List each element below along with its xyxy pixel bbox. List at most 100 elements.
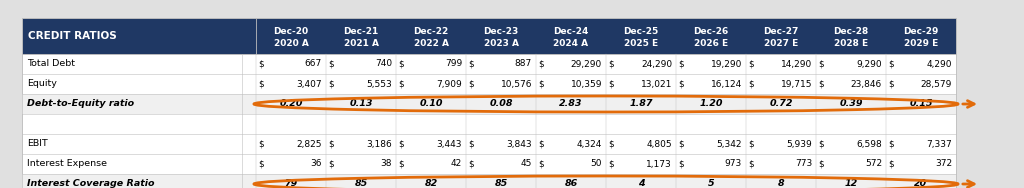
- Text: 14,290: 14,290: [780, 59, 812, 68]
- Text: 7,337: 7,337: [927, 139, 952, 149]
- Text: 2023 A: 2023 A: [483, 39, 518, 49]
- Text: $: $: [328, 139, 334, 149]
- Text: Dec-21: Dec-21: [343, 27, 379, 36]
- Text: 4,290: 4,290: [927, 59, 952, 68]
- Text: 45: 45: [520, 159, 532, 168]
- Text: 4,805: 4,805: [646, 139, 672, 149]
- Text: $: $: [678, 59, 684, 68]
- Text: $: $: [468, 139, 474, 149]
- Text: $: $: [328, 59, 334, 68]
- Text: $: $: [538, 139, 544, 149]
- Text: $: $: [888, 159, 894, 168]
- Text: 20: 20: [914, 180, 928, 188]
- Text: $: $: [398, 80, 403, 89]
- Text: 1,173: 1,173: [646, 159, 672, 168]
- Text: 2028 E: 2028 E: [834, 39, 868, 49]
- Bar: [22, 174, 956, 188]
- Text: 5,553: 5,553: [367, 80, 392, 89]
- Text: $: $: [608, 80, 613, 89]
- Text: $: $: [608, 139, 613, 149]
- Text: $: $: [538, 80, 544, 89]
- Text: 38: 38: [381, 159, 392, 168]
- Text: Interest Expense: Interest Expense: [27, 159, 106, 168]
- Text: 2027 E: 2027 E: [764, 39, 798, 49]
- Text: 6,598: 6,598: [856, 139, 882, 149]
- Text: Dec-27: Dec-27: [763, 27, 799, 36]
- Text: Interest Coverage Ratio: Interest Coverage Ratio: [27, 180, 155, 188]
- Text: 19,290: 19,290: [711, 59, 742, 68]
- Text: 5,342: 5,342: [717, 139, 742, 149]
- Text: $: $: [678, 80, 684, 89]
- Text: $: $: [608, 159, 613, 168]
- Text: 23,846: 23,846: [851, 80, 882, 89]
- Text: $: $: [818, 80, 823, 89]
- Text: Dec-22: Dec-22: [414, 27, 449, 36]
- Text: 82: 82: [424, 180, 437, 188]
- Text: $: $: [608, 59, 613, 68]
- Text: 7,909: 7,909: [436, 80, 462, 89]
- Text: Dec-25: Dec-25: [624, 27, 658, 36]
- Text: 5: 5: [708, 180, 715, 188]
- Text: 667: 667: [305, 59, 322, 68]
- Text: 2026 E: 2026 E: [694, 39, 728, 49]
- Text: Equity: Equity: [27, 80, 57, 89]
- Text: $: $: [748, 139, 754, 149]
- Text: 12: 12: [845, 180, 858, 188]
- Text: $: $: [678, 159, 684, 168]
- Text: 2,825: 2,825: [297, 139, 322, 149]
- Text: 86: 86: [564, 180, 578, 188]
- Text: $: $: [258, 80, 263, 89]
- Text: 13,021: 13,021: [641, 80, 672, 89]
- Text: 5,939: 5,939: [786, 139, 812, 149]
- Text: 3,186: 3,186: [367, 139, 392, 149]
- Bar: [0, 0, 1024, 18]
- Text: $: $: [258, 159, 263, 168]
- Text: 29,290: 29,290: [570, 59, 602, 68]
- Bar: [256, 18, 956, 54]
- Text: CREDIT RATIOS: CREDIT RATIOS: [28, 31, 117, 41]
- Text: 4,324: 4,324: [577, 139, 602, 149]
- Text: 2021 A: 2021 A: [343, 39, 379, 49]
- Text: 773: 773: [795, 159, 812, 168]
- Text: 799: 799: [444, 59, 462, 68]
- Text: $: $: [818, 139, 823, 149]
- Text: 1.20: 1.20: [699, 99, 723, 108]
- Text: 10,576: 10,576: [501, 80, 532, 89]
- Text: $: $: [888, 59, 894, 68]
- Text: 2020 A: 2020 A: [273, 39, 308, 49]
- Text: 85: 85: [354, 180, 368, 188]
- Text: 19,715: 19,715: [780, 80, 812, 89]
- Text: $: $: [538, 159, 544, 168]
- Text: 8: 8: [777, 180, 784, 188]
- Text: 0.08: 0.08: [489, 99, 513, 108]
- Text: 50: 50: [591, 159, 602, 168]
- Text: 42: 42: [451, 159, 462, 168]
- Text: $: $: [468, 80, 474, 89]
- Text: $: $: [398, 159, 403, 168]
- Text: Dec-29: Dec-29: [903, 27, 939, 36]
- Text: EBIT: EBIT: [27, 139, 48, 149]
- Text: $: $: [748, 159, 754, 168]
- Text: $: $: [818, 59, 823, 68]
- Text: 9,290: 9,290: [856, 59, 882, 68]
- Text: $: $: [748, 80, 754, 89]
- Text: 3,443: 3,443: [436, 139, 462, 149]
- Text: 4: 4: [638, 180, 644, 188]
- Text: $: $: [258, 59, 263, 68]
- Text: $: $: [328, 159, 334, 168]
- Text: 372: 372: [935, 159, 952, 168]
- Bar: [22, 54, 956, 188]
- Text: 3,843: 3,843: [507, 139, 532, 149]
- Text: 2025 E: 2025 E: [624, 39, 658, 49]
- Text: 2.83: 2.83: [559, 99, 583, 108]
- Text: 0.13: 0.13: [349, 99, 373, 108]
- Bar: [22, 94, 956, 114]
- Text: Dec-20: Dec-20: [273, 27, 308, 36]
- Text: 572: 572: [865, 159, 882, 168]
- Text: 2024 A: 2024 A: [553, 39, 589, 49]
- Text: 28,579: 28,579: [921, 80, 952, 89]
- Text: 740: 740: [375, 59, 392, 68]
- Text: $: $: [398, 139, 403, 149]
- Text: 0.20: 0.20: [280, 99, 303, 108]
- Text: $: $: [258, 139, 263, 149]
